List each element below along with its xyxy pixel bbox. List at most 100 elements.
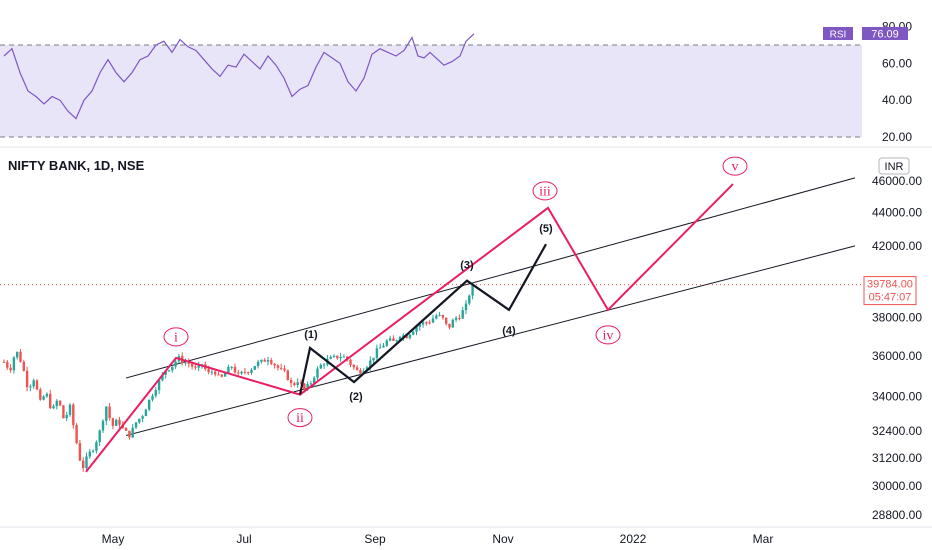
candle-body xyxy=(395,340,398,342)
candle-body xyxy=(72,404,75,426)
candle-body xyxy=(286,370,289,381)
candle-body xyxy=(441,314,445,318)
candle-body xyxy=(398,336,402,341)
candle-body xyxy=(369,360,372,368)
candle-body xyxy=(415,326,418,332)
price-axis-label: 31200.00 xyxy=(872,451,922,465)
candle-body xyxy=(210,371,214,373)
candle-body xyxy=(197,364,200,368)
candle-body xyxy=(131,427,134,438)
candle-body xyxy=(408,334,412,339)
candle-body xyxy=(12,357,16,371)
candle-body xyxy=(402,335,405,337)
last-price-badge: 39784.00 05:47:07 xyxy=(863,276,917,306)
candle-body xyxy=(78,443,82,461)
candle-body xyxy=(266,360,270,362)
candle-body xyxy=(108,406,111,419)
candle-body xyxy=(339,356,342,359)
symbol-title: NIFTY BANK, 1D, NSE xyxy=(8,158,145,173)
candle-body xyxy=(382,345,385,348)
time-axis-label: Sep xyxy=(364,532,386,546)
candle-body xyxy=(19,351,22,362)
wave-label: (3) xyxy=(460,260,474,272)
candle-body xyxy=(448,323,451,328)
wave-label: (4) xyxy=(502,325,516,337)
candle-body xyxy=(306,384,309,390)
candle-body xyxy=(214,371,217,375)
candle-body xyxy=(134,422,138,428)
candle-body xyxy=(35,380,39,390)
candle-body xyxy=(352,364,355,368)
candle-body xyxy=(138,418,141,423)
candle-body xyxy=(319,364,322,369)
candle-body xyxy=(194,366,197,368)
candle-body xyxy=(148,399,151,410)
wave-label-circle xyxy=(532,181,558,201)
time-axis-label: May xyxy=(102,532,125,546)
rsi-axis-label: 20.00 xyxy=(882,130,912,144)
candle-body xyxy=(276,365,280,368)
candle-body xyxy=(468,295,471,304)
candle-body xyxy=(65,414,68,419)
rsi-axis-label: 60.00 xyxy=(882,56,912,70)
candle-body xyxy=(445,317,448,324)
candle-body xyxy=(16,351,19,358)
price-pane: NIFTY BANK, 1D, NSE INR 46000.00 44000.00… xyxy=(0,156,922,522)
candle-body xyxy=(372,357,375,361)
candle-body xyxy=(151,395,154,400)
channel-upper-line[interactable] xyxy=(125,177,856,379)
candle-body xyxy=(322,364,326,366)
rsi-line xyxy=(3,33,475,120)
wave-label: (5) xyxy=(539,223,553,235)
candle-body xyxy=(184,362,187,364)
elliott-wave-primary xyxy=(85,183,734,473)
wave-label-ii: ii xyxy=(296,411,304,426)
candle-body xyxy=(49,393,52,409)
candle-body xyxy=(421,322,425,325)
wave-label-circle xyxy=(163,327,189,347)
wave-label-iv: iv xyxy=(603,328,614,343)
candle-body xyxy=(260,359,263,362)
price-axis-label: 30000.00 xyxy=(872,479,922,493)
candle-body xyxy=(187,362,190,364)
candle-body xyxy=(98,430,101,443)
candle-body xyxy=(283,368,286,371)
candle-body xyxy=(88,451,91,457)
candle-body xyxy=(124,427,128,431)
rsi-label: RSI xyxy=(830,30,847,41)
candle-body xyxy=(250,369,253,373)
candle-body xyxy=(62,405,65,419)
candle-body xyxy=(25,370,29,388)
candle-body xyxy=(82,460,85,469)
candle-body xyxy=(359,370,362,374)
candle-body xyxy=(233,366,237,373)
candle-body xyxy=(223,373,227,377)
candle-body xyxy=(111,418,115,426)
last-price-value: 39784.00 xyxy=(867,279,913,291)
candle-body xyxy=(280,367,283,369)
candle-body xyxy=(58,400,62,406)
candle-body xyxy=(303,383,306,390)
candle-body xyxy=(55,400,58,407)
channel-lower-line[interactable] xyxy=(125,245,856,436)
candle-body xyxy=(154,390,157,396)
candle-body xyxy=(2,361,6,363)
candle-body xyxy=(164,371,167,375)
price-axis-label: 38000.00 xyxy=(872,310,922,324)
candle-body xyxy=(6,361,9,368)
candle-body xyxy=(379,347,382,349)
currency-badge[interactable]: INR xyxy=(878,157,910,175)
candle-body xyxy=(105,406,108,421)
candle-body xyxy=(45,393,49,397)
candle-body xyxy=(220,374,223,377)
candle-body xyxy=(68,404,72,415)
wave-label-circle xyxy=(287,408,313,428)
wave-label-i: i xyxy=(174,330,178,345)
elliott-wave-intermediate xyxy=(298,243,547,395)
candle-body xyxy=(85,456,88,469)
candle-body xyxy=(428,322,431,324)
candle-body xyxy=(316,368,319,378)
candle-body xyxy=(435,315,438,319)
time-axis-label: Jul xyxy=(236,532,251,546)
